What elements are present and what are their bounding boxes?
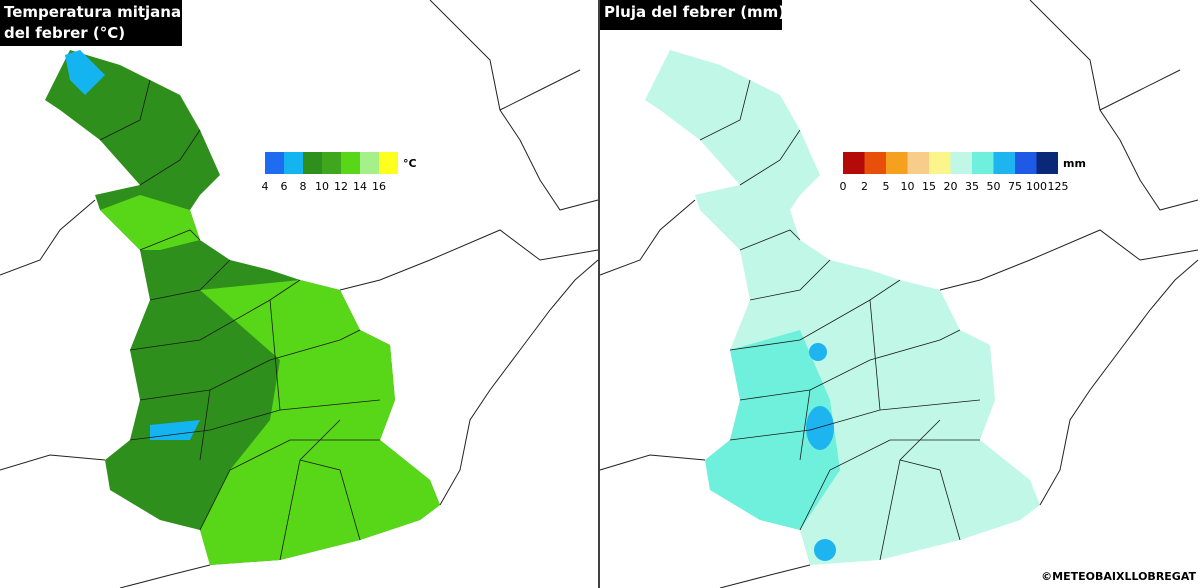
- legend-swatch: [1036, 152, 1058, 174]
- legend-swatch: [322, 152, 341, 174]
- map-title: del febrer (°C): [4, 24, 125, 42]
- legend-unit: °C: [403, 157, 417, 170]
- legend-label: 50: [987, 180, 1001, 193]
- legend-label: 10: [901, 180, 915, 193]
- right-map: [599, 0, 1199, 588]
- legend-swatch: [929, 152, 951, 174]
- legend-swatch: [379, 152, 398, 174]
- legend-swatch: [303, 152, 322, 174]
- legend-label: 75: [1008, 180, 1022, 193]
- legend-swatch: [972, 152, 994, 174]
- legend-swatch: [1015, 152, 1037, 174]
- legend-swatch: [886, 152, 908, 174]
- legend-label: 15: [922, 180, 936, 193]
- legend-swatch: [993, 152, 1015, 174]
- legend-swatch: [843, 152, 865, 174]
- legend-label: 4: [262, 180, 269, 193]
- legend-label: 8: [300, 180, 307, 193]
- legend-label: 16: [372, 180, 386, 193]
- legend: 0 2 5 10 15 20 35 50 75 100 125 mm: [840, 152, 1086, 193]
- map-title: Pluja del febrer (mm): [604, 3, 785, 21]
- credit: ©METEOBAIXLLOBREGAT: [1041, 570, 1196, 583]
- legend-label: 14: [353, 180, 367, 193]
- legend-label: 100: [1026, 180, 1047, 193]
- map-title: Temperatura mitjana: [4, 3, 181, 21]
- legend-swatch: [864, 152, 886, 174]
- legend-label: 2: [861, 180, 868, 193]
- legend-label: 20: [944, 180, 958, 193]
- legend-label: 10: [315, 180, 329, 193]
- legend-label: 125: [1048, 180, 1069, 193]
- legend-swatch: [284, 152, 303, 174]
- legend-label: 12: [334, 180, 348, 193]
- legend-swatch: [341, 152, 360, 174]
- legend: 4 6 8 10 12 14 16 °C: [262, 152, 417, 193]
- legend-label: 6: [281, 180, 288, 193]
- legend-label: 0: [840, 180, 847, 193]
- legend-swatch: [265, 152, 284, 174]
- legend-swatch: [907, 152, 929, 174]
- legend-swatch: [950, 152, 972, 174]
- legend-unit: mm: [1063, 157, 1086, 170]
- legend-label: 35: [965, 180, 979, 193]
- legend-swatch: [360, 152, 379, 174]
- legend-label: 5: [883, 180, 890, 193]
